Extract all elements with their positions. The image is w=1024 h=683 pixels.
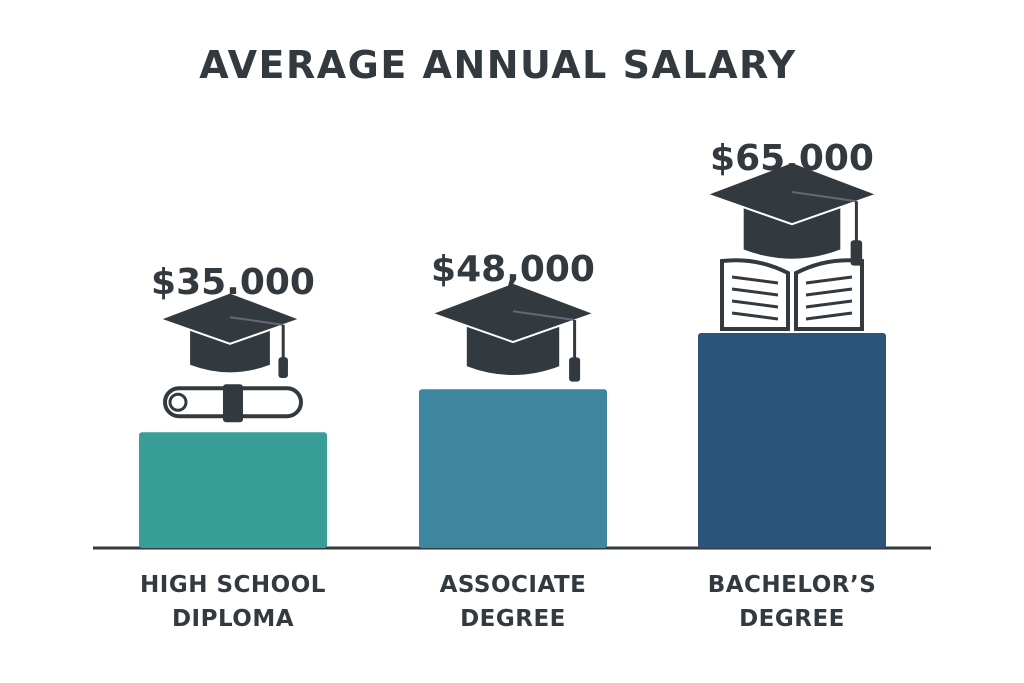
book-line — [731, 275, 779, 285]
bar — [698, 333, 886, 548]
x-tick-label: BACHELOR’S DEGREE — [707, 572, 877, 632]
book-line — [805, 311, 853, 321]
cap-tassel-cord — [229, 316, 284, 326]
book-line — [731, 311, 779, 321]
value-label: $35.000 — [151, 262, 315, 303]
cap-tassel-cord — [512, 310, 575, 322]
book-line — [731, 287, 779, 297]
degree-icon — [703, 161, 881, 331]
bar — [139, 432, 327, 548]
value-label: $65,000 — [710, 138, 874, 179]
chart-title: AVERAGE ANNUAL SALARY — [199, 43, 796, 87]
cap-tassel — [278, 357, 288, 379]
cap-board — [703, 161, 881, 226]
diploma-end — [168, 392, 188, 412]
cap-tassel-cord — [791, 191, 857, 203]
book-line — [805, 299, 853, 309]
x-tick-label: HIGH SCHOOL DIPLOMA — [140, 572, 326, 632]
degree-icon — [428, 281, 598, 382]
cap-tassel — [569, 357, 581, 382]
value-label: $48,000 — [431, 249, 595, 290]
book-line — [805, 287, 853, 297]
cap-skull — [743, 205, 841, 259]
diploma-ribbon — [223, 384, 243, 423]
bar — [419, 389, 607, 548]
book — [720, 258, 864, 331]
cap-tassel — [850, 240, 863, 266]
cap-skull — [190, 328, 270, 373]
cap-skull — [466, 324, 560, 376]
book-line — [805, 275, 853, 285]
x-tick-label: ASSOCIATE DEGREE — [439, 572, 587, 632]
cap-board — [428, 281, 598, 344]
book-line — [731, 299, 779, 309]
degree-icon — [156, 291, 304, 423]
